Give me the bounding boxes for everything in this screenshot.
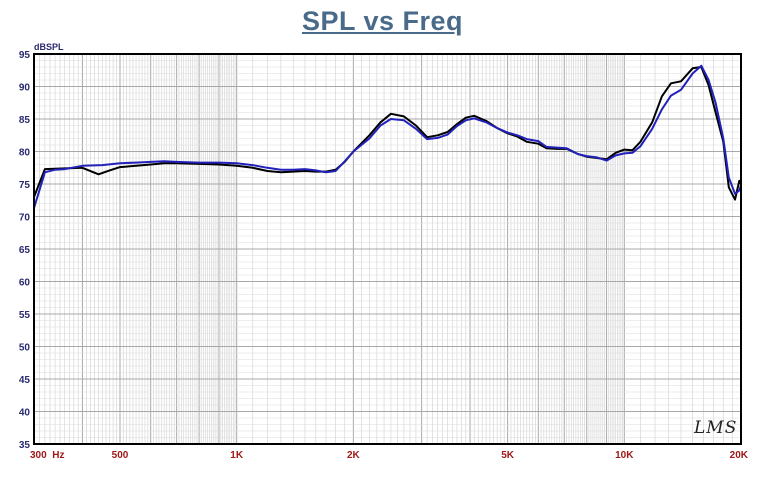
x-tick-label: 5K bbox=[501, 450, 515, 461]
x-tick-label: 1K bbox=[230, 450, 244, 461]
series-line-2 bbox=[33, 64, 742, 209]
chart-title: SPL vs Freq bbox=[301, 6, 464, 36]
x-tick-labels: 300 Hz 500 1K 2K 5K 10K 20K bbox=[30, 450, 749, 461]
y-tick-label: 90 bbox=[19, 83, 31, 94]
y-tick-label: 80 bbox=[19, 148, 31, 159]
y-tick-label: 55 bbox=[19, 310, 31, 321]
x-tick-label: 2K bbox=[347, 450, 361, 461]
x-tick-label: 10K bbox=[615, 450, 634, 461]
y-tick-label: 65 bbox=[19, 245, 31, 256]
lms-watermark: LMS bbox=[694, 418, 738, 438]
y-axis-label: dBSPL bbox=[34, 42, 64, 52]
plot-frame bbox=[33, 53, 742, 445]
y-tick-labels: 95 90 85 80 75 70 65 60 55 50 45 40 35 bbox=[19, 50, 31, 451]
series-layer bbox=[33, 64, 742, 209]
y-tick-label: 60 bbox=[19, 278, 31, 289]
y-tick-label: 95 bbox=[19, 50, 31, 61]
x-tick-label: 20K bbox=[730, 450, 749, 461]
y-tick-label: 35 bbox=[19, 440, 31, 451]
y-tick-label: 50 bbox=[19, 343, 31, 354]
y-tick-label: 40 bbox=[19, 408, 31, 419]
series-line-1 bbox=[33, 66, 742, 201]
grid-lines bbox=[33, 53, 742, 445]
x-tick-label: 500 bbox=[112, 450, 129, 461]
y-tick-label: 45 bbox=[19, 375, 31, 386]
y-tick-label: 70 bbox=[19, 213, 31, 224]
x-tick-label: 300 Hz bbox=[30, 450, 64, 461]
y-tick-label: 75 bbox=[19, 180, 31, 191]
y-tick-label: 85 bbox=[19, 115, 31, 126]
